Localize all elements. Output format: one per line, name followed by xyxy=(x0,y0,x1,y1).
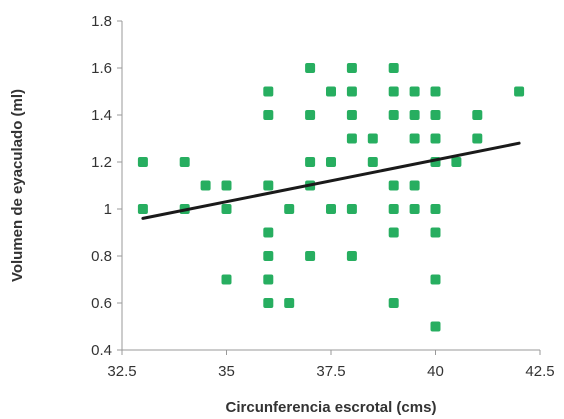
data-point xyxy=(409,133,420,144)
data-point xyxy=(346,86,357,97)
data-point xyxy=(367,133,378,144)
data-point xyxy=(284,204,295,214)
y-axis-ticks: 0.4 0.6 0.8 1 1.2 1.4 1.6 1.8 xyxy=(91,13,122,359)
data-point xyxy=(430,321,441,332)
data-point xyxy=(388,86,399,97)
y-tick-label: 1.6 xyxy=(91,60,112,77)
y-tick-label: 0.8 xyxy=(91,248,112,265)
data-point xyxy=(388,63,399,73)
trendline xyxy=(141,141,521,220)
data-point xyxy=(263,298,274,308)
y-tick-label: 0.4 xyxy=(91,342,112,359)
data-point xyxy=(430,110,441,120)
data-point xyxy=(263,274,274,285)
data-point xyxy=(305,251,316,261)
data-point xyxy=(388,298,399,308)
data-point xyxy=(305,157,316,167)
data-point xyxy=(409,110,420,120)
data-point xyxy=(472,110,483,120)
data-point xyxy=(221,180,232,191)
data-point xyxy=(263,180,274,191)
data-point xyxy=(305,110,316,120)
data-point xyxy=(388,227,399,238)
data-point xyxy=(263,110,274,120)
data-point xyxy=(346,63,357,73)
data-point xyxy=(305,63,316,73)
data-point xyxy=(200,180,211,191)
data-point xyxy=(346,251,357,261)
x-tick-label: 42.5 xyxy=(525,363,554,380)
x-axis-title: Circunferencia escrotal (cms) xyxy=(226,399,437,416)
data-point xyxy=(388,180,399,191)
data-point xyxy=(346,133,357,144)
data-point xyxy=(430,86,441,97)
x-tick-label: 32.5 xyxy=(107,363,136,380)
y-tick-label: 1.2 xyxy=(91,154,112,171)
data-point xyxy=(430,204,441,214)
data-point xyxy=(263,86,274,97)
data-point xyxy=(263,227,274,238)
data-point xyxy=(430,274,441,285)
data-points xyxy=(137,63,525,332)
data-point xyxy=(367,157,378,167)
data-point xyxy=(137,204,148,214)
data-point xyxy=(137,157,148,167)
y-tick-label: 1.8 xyxy=(91,13,112,30)
data-point xyxy=(326,204,336,214)
data-point xyxy=(263,251,274,261)
data-point xyxy=(221,204,232,214)
data-point xyxy=(409,180,420,191)
data-point xyxy=(472,133,483,144)
data-point xyxy=(326,86,336,97)
x-axis-ticks: 32.5 35 37.5 40 42.5 xyxy=(107,350,555,380)
y-tick-label: 1 xyxy=(104,201,112,218)
y-tick-label: 1.4 xyxy=(91,107,112,124)
data-point xyxy=(409,204,420,214)
data-point xyxy=(346,204,357,214)
data-point xyxy=(451,157,462,167)
data-point xyxy=(514,86,525,97)
data-point xyxy=(409,86,420,97)
x-tick-label: 40 xyxy=(427,363,444,380)
data-point xyxy=(221,274,232,285)
data-point xyxy=(326,157,336,167)
x-tick-label: 37.5 xyxy=(316,363,345,380)
data-point xyxy=(388,110,399,120)
data-point xyxy=(430,133,441,144)
data-point xyxy=(284,298,295,308)
y-tick-label: 0.6 xyxy=(91,295,112,312)
x-tick-label: 35 xyxy=(218,363,235,380)
data-point xyxy=(179,157,190,167)
y-axis-title: Volumen de eyaculado (ml) xyxy=(9,89,26,282)
data-point xyxy=(346,110,357,120)
data-point xyxy=(430,227,441,238)
data-point xyxy=(388,204,399,214)
